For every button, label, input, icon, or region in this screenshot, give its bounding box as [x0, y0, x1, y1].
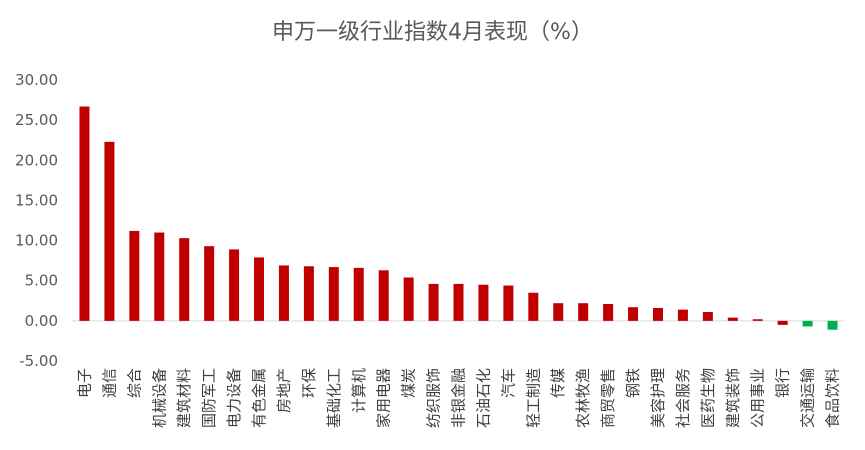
category-label: 纺织服饰	[425, 368, 443, 428]
category-label: 美容护理	[649, 368, 667, 428]
y-tick-label: 25.00	[15, 111, 58, 129]
bar-27	[752, 319, 763, 321]
y-tick-label: 10.00	[15, 232, 58, 250]
bar-13	[403, 277, 414, 321]
bar-9	[303, 266, 314, 321]
bar-22	[628, 307, 639, 321]
category-label: 钢铁	[624, 368, 642, 398]
category-label: 石油石化	[474, 368, 492, 428]
bar-29	[802, 320, 813, 327]
bar-15	[453, 283, 464, 321]
bar-19	[553, 303, 564, 321]
category-label: 医药生物	[699, 368, 717, 428]
y-tick-label: -5.00	[19, 352, 58, 370]
bar-7	[254, 257, 265, 321]
category-label: 轻工制造	[524, 368, 542, 428]
y-tick-label: 15.00	[15, 191, 58, 209]
bar-16	[478, 284, 489, 321]
bar-6	[229, 249, 240, 321]
bar-2	[129, 230, 140, 321]
bar-3	[154, 232, 165, 321]
category-label: 机械设备	[150, 368, 168, 428]
category-label: 电子	[75, 368, 93, 398]
bar-1	[104, 141, 115, 321]
category-label: 房地产	[275, 368, 293, 413]
category-label: 商贸零售	[599, 368, 617, 428]
category-label: 农林牧渔	[574, 368, 592, 428]
bar-18	[528, 292, 539, 321]
bar-14	[428, 283, 439, 321]
category-label: 社会服务	[674, 368, 692, 428]
y-tick-label: 30.00	[15, 71, 58, 89]
bar-4	[179, 238, 190, 321]
bar-0	[79, 106, 90, 321]
category-label: 环保	[300, 368, 318, 398]
bar-24	[677, 309, 688, 321]
bar-5	[204, 246, 215, 321]
y-axis-ticks: 30.00 25.00 20.00 15.00 10.00 5.00 0.00 -5.00	[15, 71, 58, 370]
bar-8	[278, 265, 289, 321]
category-label: 计算机	[350, 368, 368, 413]
category-label: 有色金属	[250, 368, 268, 428]
y-tick-label: 5.00	[25, 272, 58, 290]
bar-26	[727, 317, 738, 321]
category-label: 公用事业	[749, 368, 767, 428]
bar-25	[702, 312, 713, 321]
category-label: 传媒	[549, 368, 567, 398]
bar-11	[353, 267, 364, 321]
category-label: 汽车	[499, 368, 517, 398]
category-label: 非银金融	[450, 368, 468, 428]
category-label: 基础化工	[325, 368, 343, 428]
bar-28	[777, 320, 788, 325]
bar-21	[603, 303, 614, 321]
category-label: 电力设备	[225, 368, 243, 428]
bar-30	[827, 320, 838, 330]
y-tick-label: 20.00	[15, 151, 58, 169]
bar-10	[328, 267, 339, 321]
category-label: 交通运输	[799, 368, 817, 428]
category-label: 食品饮料	[824, 368, 842, 428]
bar-17	[503, 285, 514, 321]
bar-23	[652, 308, 663, 321]
category-label: 国防军工	[200, 368, 218, 428]
category-label: 家用电器	[375, 368, 393, 428]
bars	[79, 106, 838, 330]
category-label: 综合	[125, 368, 143, 398]
x-axis-labels: 电子 通信 综合 机械设备 建筑材料 国防军工 电力设备 有色金属 房地产 环保 基础化工 计算机 家用…	[75, 368, 841, 428]
category-label: 银行	[774, 368, 792, 398]
bar-20	[578, 303, 589, 321]
category-label: 通信	[100, 368, 118, 398]
category-label: 建筑装饰	[724, 368, 742, 428]
category-label: 建筑材料	[175, 368, 193, 428]
chart-title: 申万一级行业指数4月表现（%）	[272, 20, 593, 45]
bar-12	[378, 270, 389, 321]
y-tick-label: 0.00	[25, 312, 58, 330]
category-label: 煤炭	[400, 368, 418, 398]
